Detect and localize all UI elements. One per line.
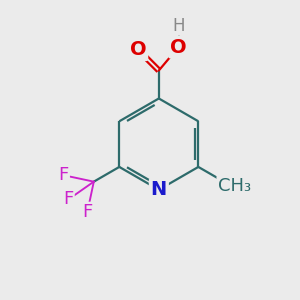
Text: F: F bbox=[82, 202, 93, 220]
Text: N: N bbox=[151, 180, 167, 199]
Text: H: H bbox=[172, 16, 185, 34]
Text: F: F bbox=[64, 190, 74, 208]
Text: F: F bbox=[59, 166, 69, 184]
Text: CH₃: CH₃ bbox=[218, 177, 251, 195]
Text: O: O bbox=[170, 38, 187, 56]
Text: O: O bbox=[130, 40, 146, 59]
